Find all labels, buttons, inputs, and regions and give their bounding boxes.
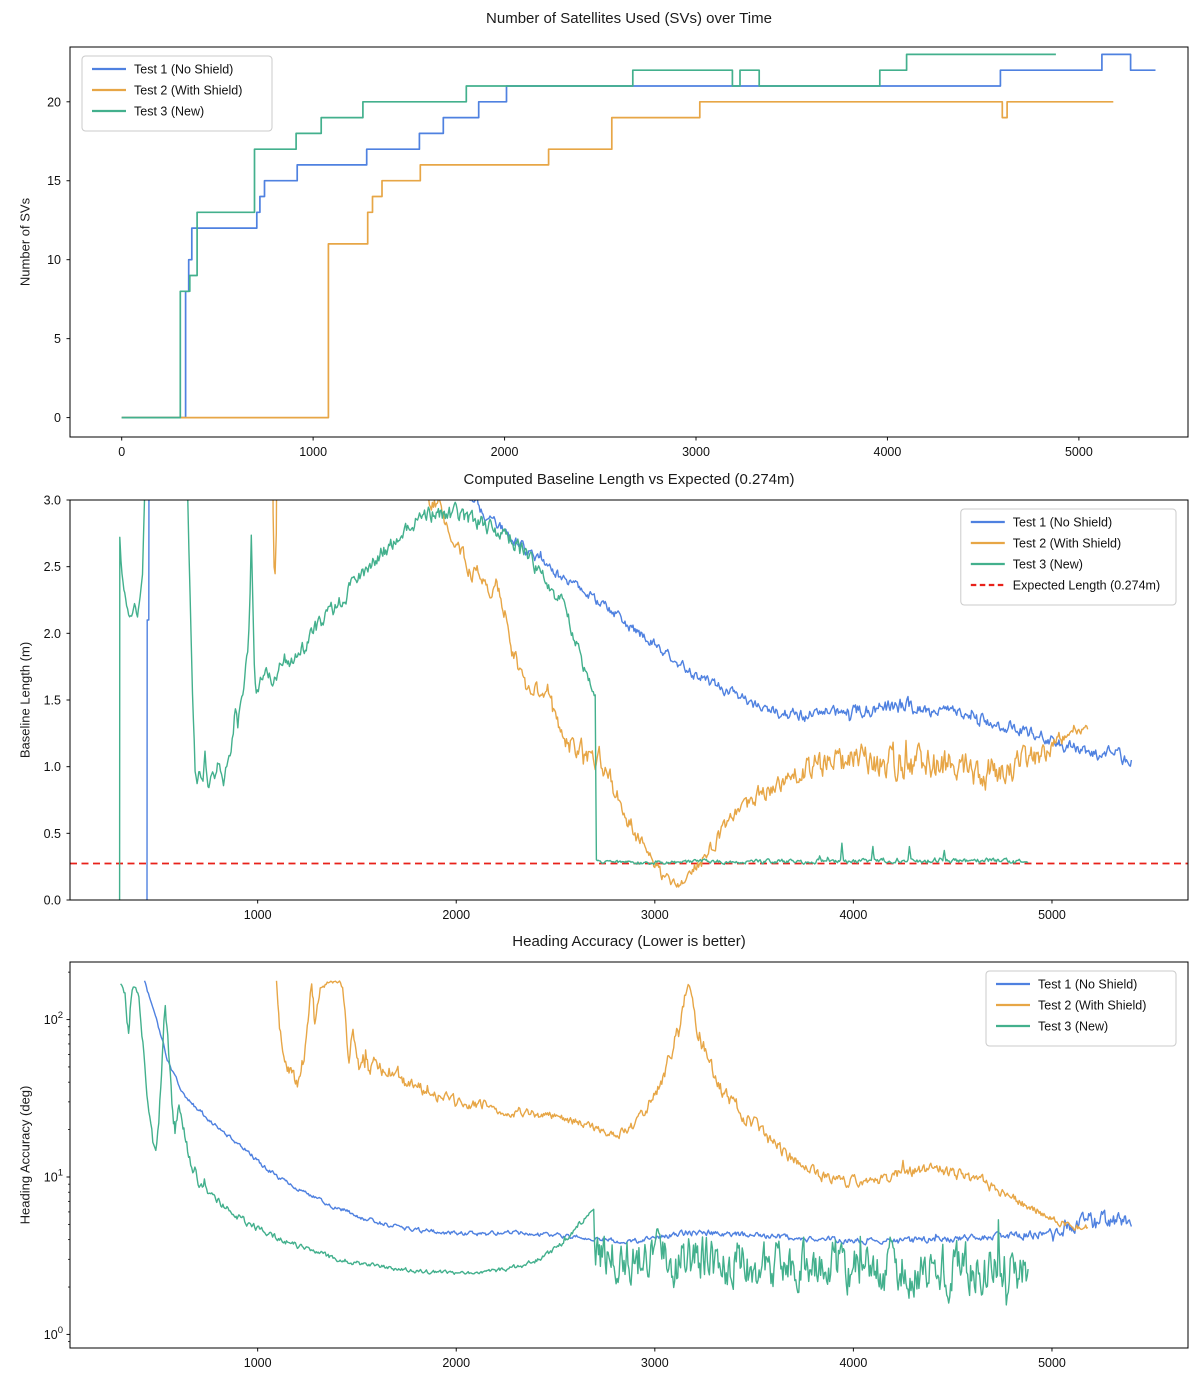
legend-label: Test 2 (With Shield) (134, 84, 242, 98)
x-tick-label: 1000 (244, 908, 272, 922)
y-axis-ticks (66, 971, 70, 1343)
legend-label: Test 1 (No Shield) (1038, 978, 1137, 992)
y-tick-label: 20 (47, 95, 61, 109)
y-tick-label: 3.0 (44, 494, 61, 508)
x-tick-label: 3000 (641, 908, 669, 922)
legend-label: Test 2 (With Shield) (1038, 999, 1146, 1013)
plot-frame (69, 961, 1189, 1349)
chart-1-panel: 0 1000 2000 3000 4000 5000 0 5 10 15 20 Test 1 (No … (47, 46, 1189, 459)
y-tick-label: 101 (44, 1167, 63, 1184)
x-axis-ticks (121, 437, 1080, 441)
test-1-no-shield--line (146, 500, 1133, 900)
x-axis-ticks (257, 1348, 1053, 1352)
y-tick-label: 102 (44, 1010, 63, 1027)
legend-label: Test 3 (New) (1013, 558, 1083, 572)
x-axis-ticks (257, 900, 1053, 904)
chart-2-panel: 1000 2000 3000 4000 5000 0.0 0.5 1.0 1.5 2.0 2.5 3.… (44, 494, 1189, 922)
y-tick-labels: 100 101 102 (44, 1010, 63, 1342)
y-tick-label: 1.5 (44, 694, 61, 708)
legend-label: Test 3 (New) (1038, 1020, 1108, 1034)
x-tick-label: 2000 (491, 445, 519, 459)
x-tick-labels: 0 1000 2000 3000 4000 5000 (118, 445, 1093, 459)
y-tick-labels: 0.0 0.5 1.0 1.5 2.0 2.5 3.0 (44, 494, 61, 908)
x-tick-label: 4000 (839, 1356, 867, 1370)
legend-label: Test 2 (With Shield) (1013, 537, 1121, 551)
x-tick-label: 0 (118, 445, 125, 459)
y-tick-label: 0 (54, 411, 61, 425)
legend-label: Expected Length (0.274m) (1013, 579, 1160, 593)
y-tick-label: 15 (47, 174, 61, 188)
x-tick-labels: 1000 2000 3000 4000 5000 (244, 1356, 1066, 1370)
test-1-no-shield--line (143, 980, 1133, 1246)
test-3-new--line (118, 500, 1029, 900)
y-tick-label: 2.0 (44, 627, 61, 641)
test-2-with-shield--line (121, 100, 1114, 419)
legend-label: Test 1 (No Shield) (1013, 516, 1112, 530)
x-tick-label: 1000 (299, 445, 327, 459)
legend-box (985, 970, 1177, 1047)
x-tick-label: 1000 (244, 1356, 272, 1370)
plot-frame (69, 46, 1189, 438)
legend-label: Test 3 (New) (134, 105, 204, 119)
legend-box (960, 508, 1177, 606)
test-3-new--line (120, 983, 1029, 1306)
test-1-no-shield--line (121, 53, 1156, 419)
x-tick-label: 2000 (442, 1356, 470, 1370)
x-tick-label: 4000 (839, 908, 867, 922)
y-tick-labels: 0 5 10 15 20 (47, 95, 61, 425)
test-3-new--line (121, 53, 1056, 419)
y-tick-label: 100 (44, 1325, 63, 1342)
x-tick-label: 2000 (442, 908, 470, 922)
legend-label: Test 1 (No Shield) (134, 63, 233, 77)
y-tick-label: 10 (47, 253, 61, 267)
chart3-title: Heading Accuracy (Lower is better) (512, 933, 746, 950)
chart1-title: Number of Satellites Used (SVs) over Tim… (486, 10, 772, 27)
y-tick-label: 0.5 (44, 827, 61, 841)
x-tick-label: 5000 (1038, 908, 1066, 922)
y-tick-label: 1.0 (44, 760, 61, 774)
legend-box (81, 55, 273, 132)
x-tick-label: 3000 (682, 445, 710, 459)
y-axis-ticks (66, 101, 70, 419)
y-tick-label: 2.5 (44, 560, 61, 574)
test-2-with-shield--line (272, 500, 1089, 888)
x-tick-label: 3000 (641, 1356, 669, 1370)
y-tick-label: 5 (54, 332, 61, 346)
plot-frame (69, 499, 1189, 901)
legend: Test 1 (No Shield) Test 2 (With Shield) Te… (960, 508, 1177, 606)
chart-3-panel: 1000 2000 3000 4000 5000 100 101 102 Test 1 (No … (44, 961, 1189, 1370)
legend: Test 1 (No Shield) Test 2 (With Shield) Te… (985, 970, 1177, 1047)
test-2-with-shield--line (275, 980, 1089, 1232)
legend: Test 1 (No Shield) Test 2 (With Shield) Te… (81, 55, 273, 132)
x-tick-label: 5000 (1065, 445, 1093, 459)
x-tick-label: 5000 (1038, 1356, 1066, 1370)
x-tick-labels: 1000 2000 3000 4000 5000 (244, 908, 1066, 922)
y-axis-ticks (66, 499, 70, 901)
y-tick-label: 0.0 (44, 894, 61, 908)
chart2-title: Computed Baseline Length vs Expected (0.… (463, 471, 795, 488)
x-tick-label: 4000 (874, 445, 902, 459)
